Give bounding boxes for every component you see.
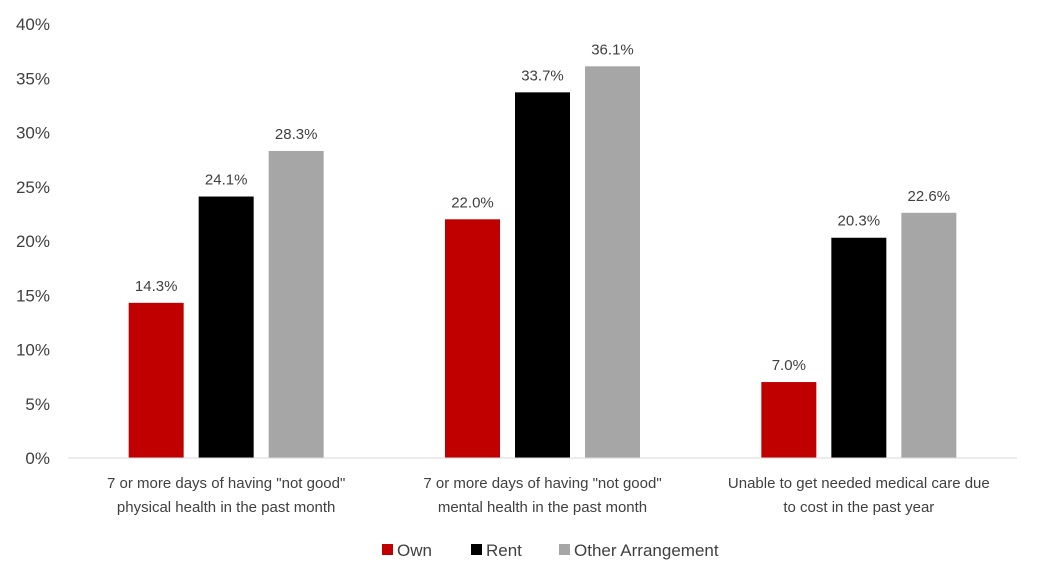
y-tick-label: 40%: [16, 15, 50, 34]
y-tick-label: 35%: [16, 69, 50, 88]
data-label: 22.0%: [451, 194, 494, 211]
bar-own: [761, 382, 817, 458]
data-label: 28.3%: [275, 126, 318, 143]
bar-other-arrangement: [268, 150, 324, 458]
bars: [128, 66, 957, 458]
y-tick-label: 15%: [16, 286, 50, 305]
data-label: 33.7%: [521, 67, 564, 84]
data-label: 7.0%: [772, 357, 806, 374]
legend-swatch: [471, 544, 482, 555]
bar-rent: [198, 196, 254, 458]
bar-other-arrangement: [585, 66, 640, 458]
y-tick-label: 30%: [16, 124, 50, 143]
bar-rent: [515, 92, 570, 458]
x-category-label: Unable to get needed medical care due: [728, 475, 990, 492]
data-label: 22.6%: [908, 188, 951, 205]
x-axis-labels: 7 or more days of having "not good" physi…: [107, 475, 990, 516]
y-tick-label: 0%: [25, 449, 50, 468]
data-label: 20.3%: [838, 213, 881, 230]
data-labels: 14.3% 24.1% 28.3% 22.0% 33.7% 36.1% 7.0% 20.3% 2…: [135, 41, 950, 374]
y-tick-label: 25%: [16, 178, 50, 197]
y-tick-label: 20%: [16, 232, 50, 251]
legend: Own Rent Other Arrangement: [382, 541, 719, 560]
data-label: 14.3%: [135, 278, 178, 295]
y-tick-label: 10%: [16, 341, 50, 360]
legend-swatch: [382, 544, 393, 555]
legend-label: Rent: [486, 541, 522, 560]
bar-own: [445, 219, 500, 458]
bar-other-arrangement: [901, 212, 957, 458]
data-label: 24.1%: [205, 172, 248, 189]
legend-swatch: [559, 544, 570, 555]
legend-label: Other Arrangement: [574, 541, 719, 560]
y-tick-label: 5%: [25, 395, 50, 414]
x-category-label: to cost in the past year: [783, 499, 934, 516]
x-category-label: mental health in the past month: [438, 499, 647, 516]
x-category-label: 7 or more days of having "not good": [423, 475, 661, 492]
x-category-label: 7 or more days of having "not good": [107, 475, 345, 492]
x-category-label: physical health in the past month: [117, 499, 335, 516]
bar-rent: [831, 237, 887, 458]
data-label: 36.1%: [591, 41, 634, 58]
y-axis: 0% 5% 10% 15% 20% 25% 30% 35% 40%: [16, 15, 50, 468]
legend-label: Own: [397, 541, 432, 560]
bar-own: [128, 302, 184, 458]
